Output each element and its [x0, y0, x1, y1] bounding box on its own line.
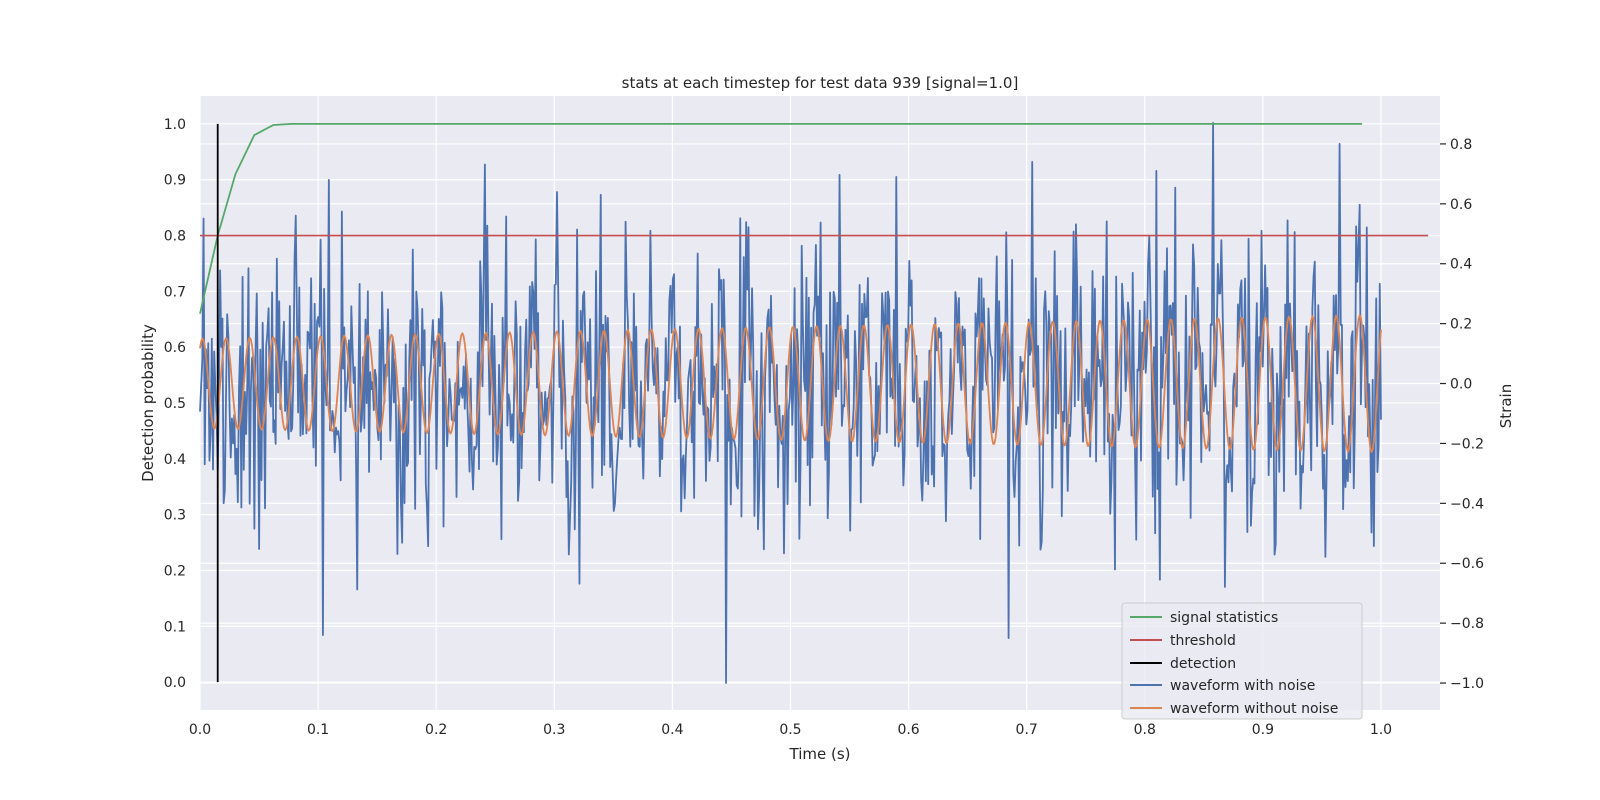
y2-tick-label: 0.6 — [1450, 197, 1472, 213]
legend-label-threshold: threshold — [1170, 633, 1236, 649]
y2-tick-label: −0.8 — [1450, 616, 1484, 632]
y-axis-label: Detection probability — [139, 324, 157, 482]
legend-label-waveform-with-noise: waveform with noise — [1170, 678, 1315, 694]
y-tick-label: 0.5 — [164, 396, 186, 412]
y-axis-ticks: 0.0 0.1 0.2 0.3 0.4 0.5 0.6 0.7 0.8 0.9 1.0 — [164, 117, 186, 691]
x-tick-label: 0.0 — [189, 722, 211, 738]
y2-tick-label: −0.4 — [1450, 496, 1484, 512]
legend-label-detection: detection — [1170, 656, 1236, 672]
y-tick-label: 0.7 — [164, 284, 186, 300]
series-layer — [199, 122, 1429, 684]
y2-tick-label: −0.6 — [1450, 556, 1484, 572]
x-tick-label: 0.8 — [1134, 722, 1156, 738]
series-line-signal-statistics — [199, 123, 1363, 314]
series-line-waveform-with-noise — [199, 122, 1382, 684]
legend-box — [1121, 602, 1363, 720]
y2-tick-label: 0.8 — [1450, 137, 1472, 153]
x-tick-label: 0.2 — [425, 722, 447, 738]
series-line-waveform-without-noise — [199, 314, 1382, 454]
x-tick-label: 0.3 — [543, 722, 565, 738]
y2-axis-ticks: −1.0 −0.8 −0.6 −0.4 −0.2 0.0 0.2 0.4 0.6 0.8 — [1440, 137, 1484, 692]
legend-label-signal-statistics: signal statistics — [1170, 610, 1278, 626]
y-tick-label: 0.1 — [164, 619, 186, 635]
y2-tick-label: 0.4 — [1450, 257, 1472, 273]
y-tick-label: 0.0 — [164, 675, 186, 691]
x-tick-label: 0.9 — [1252, 722, 1274, 738]
y2-axis-label: Strain — [1497, 384, 1515, 428]
x-tick-label: 0.5 — [779, 722, 801, 738]
y-tick-label: 0.6 — [164, 340, 186, 356]
y-tick-label: 1.0 — [164, 117, 186, 133]
chart-title: stats at each timestep for test data 939… — [622, 74, 1019, 92]
y-tick-label: 0.9 — [164, 173, 186, 189]
y-tick-label: 0.4 — [164, 452, 186, 468]
y2-tick-label: −1.0 — [1450, 676, 1484, 692]
legend-label-waveform-without-noise: waveform without noise — [1170, 701, 1338, 717]
y2-tick-label: 0.0 — [1450, 377, 1472, 393]
y2-tick-label: −0.2 — [1450, 436, 1484, 452]
y-tick-label: 0.8 — [164, 229, 186, 245]
y-tick-label: 0.2 — [164, 563, 186, 579]
x-axis-label: Time (s) — [789, 745, 851, 763]
x-tick-label: 0.6 — [897, 722, 919, 738]
x-axis-ticks: 0.0 0.1 0.2 0.3 0.4 0.5 0.6 0.7 0.8 0.9 1.0 — [189, 722, 1392, 738]
y-tick-label: 0.3 — [164, 508, 186, 524]
y2-tick-label: 0.2 — [1450, 317, 1472, 333]
x-tick-label: 1.0 — [1370, 722, 1392, 738]
x-tick-label: 0.1 — [307, 722, 329, 738]
x-tick-label: 0.4 — [661, 722, 683, 738]
x-tick-label: 0.7 — [1016, 722, 1038, 738]
legend: signal statistics threshold detection wa… — [1121, 602, 1363, 720]
